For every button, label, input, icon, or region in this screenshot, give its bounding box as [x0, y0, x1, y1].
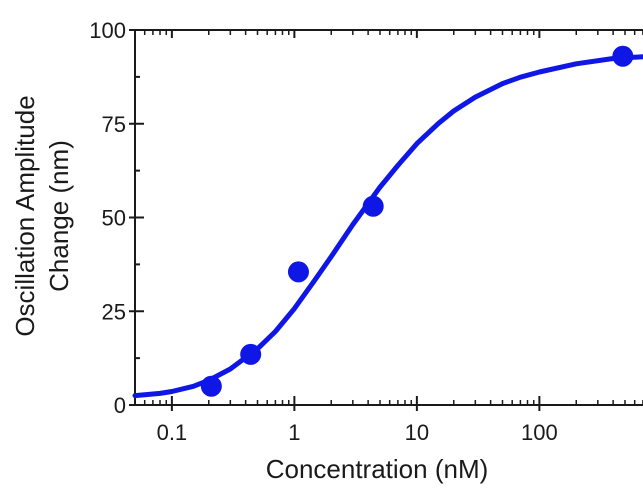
fit-curve-line [132, 54, 643, 399]
data-point [362, 195, 384, 217]
data-point [287, 261, 309, 283]
y-tick-label: 75 [102, 112, 126, 137]
y-tick-label: 0 [114, 393, 126, 418]
x-axis-title: Concentration (nM) [266, 454, 489, 484]
data-point [240, 343, 262, 365]
y-tick-label: 25 [102, 299, 126, 324]
x-tick-label: 1 [288, 420, 300, 445]
y-tick-label: 100 [89, 18, 126, 43]
y-axis-title: Oscillation Amplitude [10, 95, 40, 336]
x-tick-label: 10 [405, 420, 429, 445]
y-axis-title-line-1: Oscillation Amplitude [10, 95, 40, 336]
y-axis-title-2: Change (nm) [44, 140, 74, 292]
x-tick-label: 0.1 [157, 420, 188, 445]
data-point [200, 375, 222, 397]
y-tick-label: 50 [102, 206, 126, 231]
x-tick-label: 100 [521, 420, 558, 445]
y-axis-title-line-2: Change (nm) [44, 140, 74, 292]
plot-area: 0 25 50 75 100 0.1 1 10 100 [89, 18, 643, 445]
data-point [612, 45, 634, 67]
